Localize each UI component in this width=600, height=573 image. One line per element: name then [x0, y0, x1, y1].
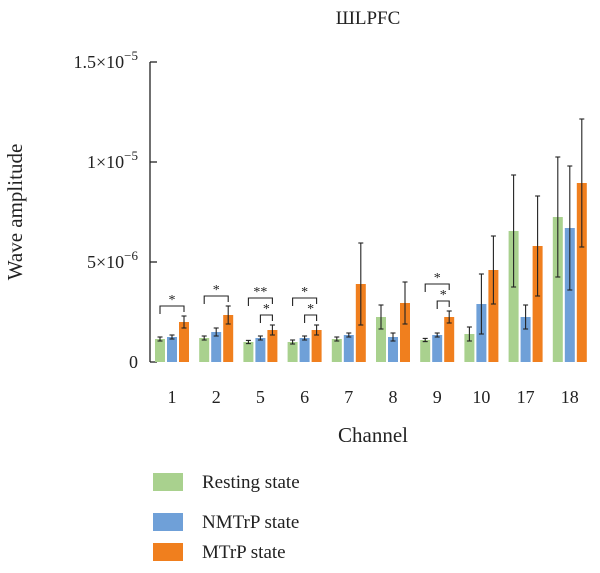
- significance-bracket: [304, 314, 318, 323]
- bar-nmtrp-ch17: [520, 317, 531, 362]
- x-tick-label: 18: [561, 387, 579, 407]
- significance-brackets: ******* **: [159, 271, 450, 323]
- significance-bracket: [159, 305, 185, 314]
- bar-resting-ch1: [155, 339, 165, 362]
- significance-label: *: [434, 271, 441, 286]
- bar-resting-ch17: [508, 231, 519, 362]
- bar-nmtrp-ch2: [211, 332, 222, 362]
- bar-nmtrp-ch7: [343, 335, 354, 362]
- y-tick-label: 1.5×10−5: [74, 48, 139, 72]
- x-tick-label: 17: [517, 387, 535, 407]
- x-tick-label: 1: [168, 387, 177, 407]
- significance-label: *: [213, 283, 220, 298]
- significance-bracket: [292, 297, 318, 306]
- y-axis-title: Wave amplitude: [3, 144, 27, 281]
- legend: Resting state NMTrP state MTrP state: [153, 472, 300, 563]
- significance-label: *: [440, 288, 447, 303]
- x-tick-label: 7: [344, 387, 353, 407]
- y-tick-label: 5×10−6: [87, 248, 138, 272]
- y-tick-label: 1×10−5: [87, 148, 138, 172]
- bar-resting-ch9: [420, 340, 431, 362]
- x-tick-label: 8: [389, 387, 398, 407]
- legend-label: MTrP state: [202, 542, 286, 563]
- bar-nmtrp-ch6: [299, 338, 310, 362]
- x-axis-title: Channel: [338, 423, 408, 447]
- bar-nmtrp-ch1: [167, 337, 177, 362]
- significance-bracket: [247, 297, 273, 306]
- x-tick-label: 6: [300, 387, 309, 407]
- significance-bracket: [436, 300, 450, 309]
- bars: [155, 183, 587, 362]
- significance-label: **: [253, 285, 267, 300]
- significance-bracket: [424, 283, 450, 292]
- bar-mtrp-ch5: [267, 330, 278, 362]
- bar-resting-ch7: [331, 339, 342, 362]
- legend-label: NMTrP state: [202, 512, 299, 533]
- bar-mtrp-ch2: [223, 315, 234, 362]
- significance-label: *: [301, 285, 308, 300]
- x-tick-label: 5: [256, 387, 265, 407]
- bar-nmtrp-ch9: [432, 335, 443, 362]
- legend-swatch: [153, 513, 183, 531]
- legend-swatch: [153, 543, 183, 561]
- legend-swatch: [153, 473, 183, 491]
- bar-resting-ch6: [287, 342, 298, 362]
- bar-mtrp-ch6: [311, 330, 322, 362]
- significance-label: *: [307, 302, 314, 317]
- y-tick-label: 0: [129, 352, 138, 372]
- y-ticks: 1.5×10−5 1×10−5 5×10−6 0: [74, 48, 157, 372]
- bar-resting-ch2: [199, 338, 210, 362]
- significance-label: *: [263, 302, 270, 317]
- bar-mtrp-ch10: [488, 270, 499, 362]
- significance-bracket: [259, 314, 273, 323]
- bar-mtrp-ch1: [179, 322, 189, 362]
- bar-nmtrp-ch18: [564, 228, 575, 362]
- error-bars: [157, 118, 585, 345]
- x-tick-label: 9: [433, 387, 442, 407]
- bar-mtrp-ch18: [576, 183, 587, 362]
- bar-resting-ch5: [243, 342, 254, 362]
- x-tick-label: 10: [472, 387, 490, 407]
- significance-bracket: [203, 295, 229, 304]
- bar-mtrp-ch17: [532, 246, 543, 362]
- legend-label: Resting state: [202, 472, 300, 493]
- bar-resting-ch10: [464, 334, 475, 362]
- x-tick-labels: 1 2 5 6 7 8 9 10 17 18: [168, 387, 579, 407]
- bar-mtrp-ch8: [400, 303, 410, 362]
- chart-title: ШLPFC: [336, 8, 401, 29]
- bar-resting-ch8: [376, 317, 386, 362]
- bar-mtrp-ch9: [444, 317, 455, 362]
- bar-nmtrp-ch8: [388, 337, 398, 362]
- significance-label: *: [169, 293, 176, 308]
- bar-nmtrp-ch5: [255, 338, 266, 362]
- bar-resting-ch18: [552, 217, 563, 362]
- x-tick-label: 2: [212, 387, 221, 407]
